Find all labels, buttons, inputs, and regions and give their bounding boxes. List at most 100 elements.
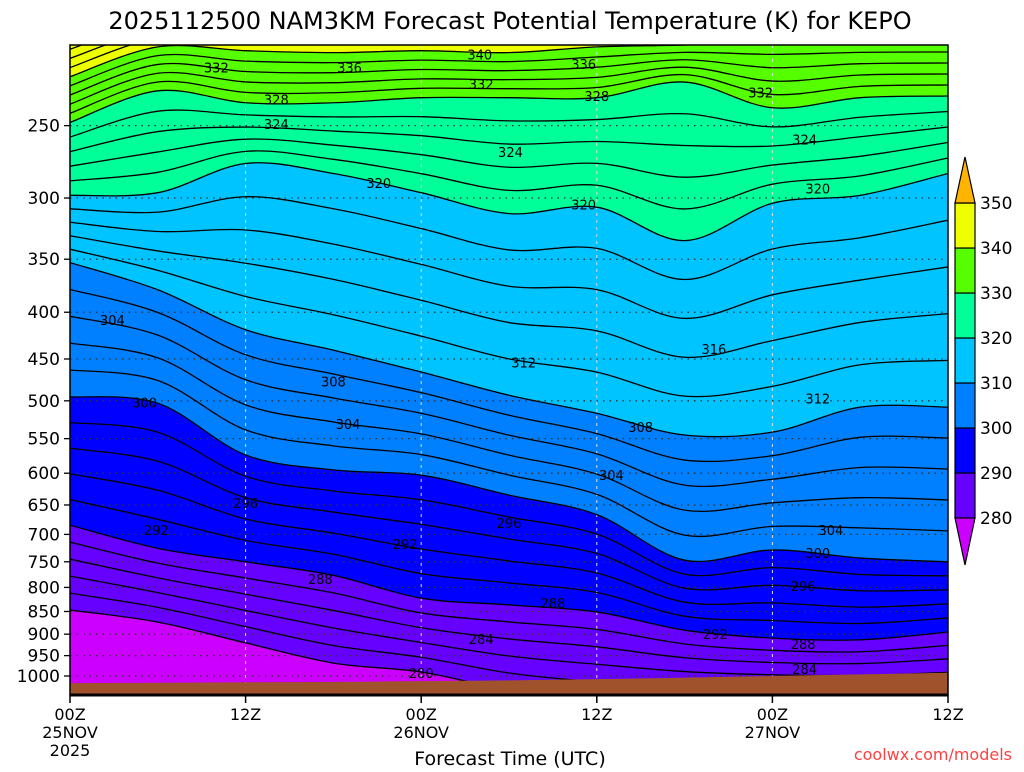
ground-fill	[70, 672, 948, 695]
x-tick-time: 12Z	[581, 705, 612, 724]
contour-label: 324	[264, 118, 289, 133]
y-tick-label: 850	[28, 602, 60, 622]
y-tick-label: 350	[28, 250, 60, 270]
contour-label: 332	[469, 78, 494, 93]
contour-330	[70, 81, 948, 124]
contour-284	[70, 575, 948, 677]
contour-label: 288	[791, 638, 816, 653]
contour-label: 308	[628, 421, 653, 436]
contour-label: 280	[409, 667, 434, 682]
gridlines	[70, 45, 948, 695]
x-tick-time: 00Z	[406, 705, 437, 724]
x-tick-date: 27NOV	[745, 723, 801, 742]
contour-label: 284	[469, 633, 494, 648]
contour-label: 324	[498, 146, 523, 161]
contour-label: 296	[233, 497, 258, 512]
contour-300	[70, 396, 948, 563]
contour-296	[70, 447, 948, 592]
colorbar-above-triangle	[954, 156, 976, 204]
ground-surface	[70, 672, 948, 695]
contour-label: 296	[497, 517, 522, 532]
contour-306	[70, 315, 948, 488]
contour-316	[70, 221, 948, 320]
contour-322	[70, 150, 948, 210]
colorbar-tick-label: 280	[980, 509, 1012, 529]
contour-label: 304	[819, 524, 844, 539]
contour-294	[70, 473, 948, 608]
y-tick-label: 600	[28, 464, 60, 484]
contour-328	[70, 109, 948, 138]
y-tick-label: 550	[28, 430, 60, 450]
y-tick-label: 650	[28, 496, 60, 516]
x-tick-date: 26NOV	[393, 723, 449, 742]
contour-label: 312	[805, 392, 830, 407]
contour-label: 308	[321, 375, 346, 390]
colorbar-swatch-310	[954, 337, 976, 384]
y-tick-label: 1000	[17, 667, 60, 687]
contour-label: 300	[132, 396, 157, 411]
contour-308	[70, 288, 948, 463]
contour-label: 332	[748, 87, 773, 102]
contour-332	[70, 73, 948, 114]
x-tick-time: 12Z	[932, 705, 963, 724]
contour-286	[70, 558, 948, 665]
contour-label: 304	[336, 418, 361, 433]
contour-label: 336	[337, 62, 362, 77]
contour-label: 296	[791, 580, 816, 595]
contour-310	[70, 261, 948, 438]
colorbar-swatch-320	[954, 292, 976, 339]
x-tick-time: 00Z	[757, 705, 788, 724]
x-axis-label: Forecast Time (UTC)	[414, 748, 605, 768]
contour-label: 328	[584, 90, 609, 105]
x-tick-time: 12Z	[230, 705, 261, 724]
y-tick-label: 450	[28, 350, 60, 370]
contour-298	[70, 421, 948, 577]
colorbar-swatch-340	[954, 202, 976, 249]
y-tick-label: 300	[28, 189, 60, 209]
contour-label: 288	[308, 573, 333, 588]
y-tick-label: 700	[28, 525, 60, 545]
colorbar-tick-label: 350	[980, 194, 1012, 214]
chart-title: 2025112500 NAM3KM Forecast Potential Tem…	[108, 7, 911, 35]
contour-label: 340	[467, 49, 492, 64]
contour-334	[70, 66, 948, 105]
colorbar-below-triangle	[954, 517, 976, 566]
contour-320	[70, 162, 948, 242]
colorbar-tick-label: 300	[980, 419, 1012, 439]
y-tick-label: 950	[28, 647, 60, 667]
contour-312	[70, 248, 948, 398]
y-tick-label: 500	[28, 392, 60, 412]
contour-label: 300	[805, 547, 830, 562]
x-tick-time: 00Z	[54, 705, 85, 724]
colorbar: 280 290 300 310 320 330 340 350	[954, 156, 1012, 566]
colorbar-tick-label: 320	[980, 329, 1012, 349]
credit-text: coolwx.com/models	[854, 745, 1012, 764]
contour-290	[70, 524, 948, 641]
contour-340	[70, 45, 699, 78]
contour-label: 292	[393, 538, 418, 553]
contour-304	[70, 342, 948, 513]
y-tick-label: 900	[28, 625, 60, 645]
contour-318	[70, 196, 948, 281]
y-tick-label: 400	[28, 303, 60, 323]
contour-label: 336	[571, 58, 596, 73]
colorbar-swatch-330	[954, 247, 976, 294]
colorbar-tick-label: 290	[980, 464, 1012, 484]
contour-label: 324	[792, 134, 817, 149]
contour-314	[70, 235, 948, 359]
contour-label: 312	[511, 357, 536, 372]
contour-label: 292	[703, 628, 728, 643]
contour-label: 316	[701, 343, 726, 358]
x-tick-date: 25NOV	[42, 723, 98, 742]
contour-label: 332	[204, 62, 229, 77]
colorbar-swatch-290	[954, 427, 976, 474]
y-axis: 250 300 350 400 450 500 550 600 650 700 750 800 850 9…	[17, 117, 70, 687]
contour-lines	[70, 45, 948, 695]
colorbar-tick-label: 310	[980, 374, 1012, 394]
contour-label: 304	[599, 469, 624, 484]
contour-292	[70, 498, 948, 625]
y-tick-label: 250	[28, 117, 60, 137]
contour-label: 288	[540, 597, 565, 612]
colorbar-tick-label: 330	[980, 284, 1012, 304]
